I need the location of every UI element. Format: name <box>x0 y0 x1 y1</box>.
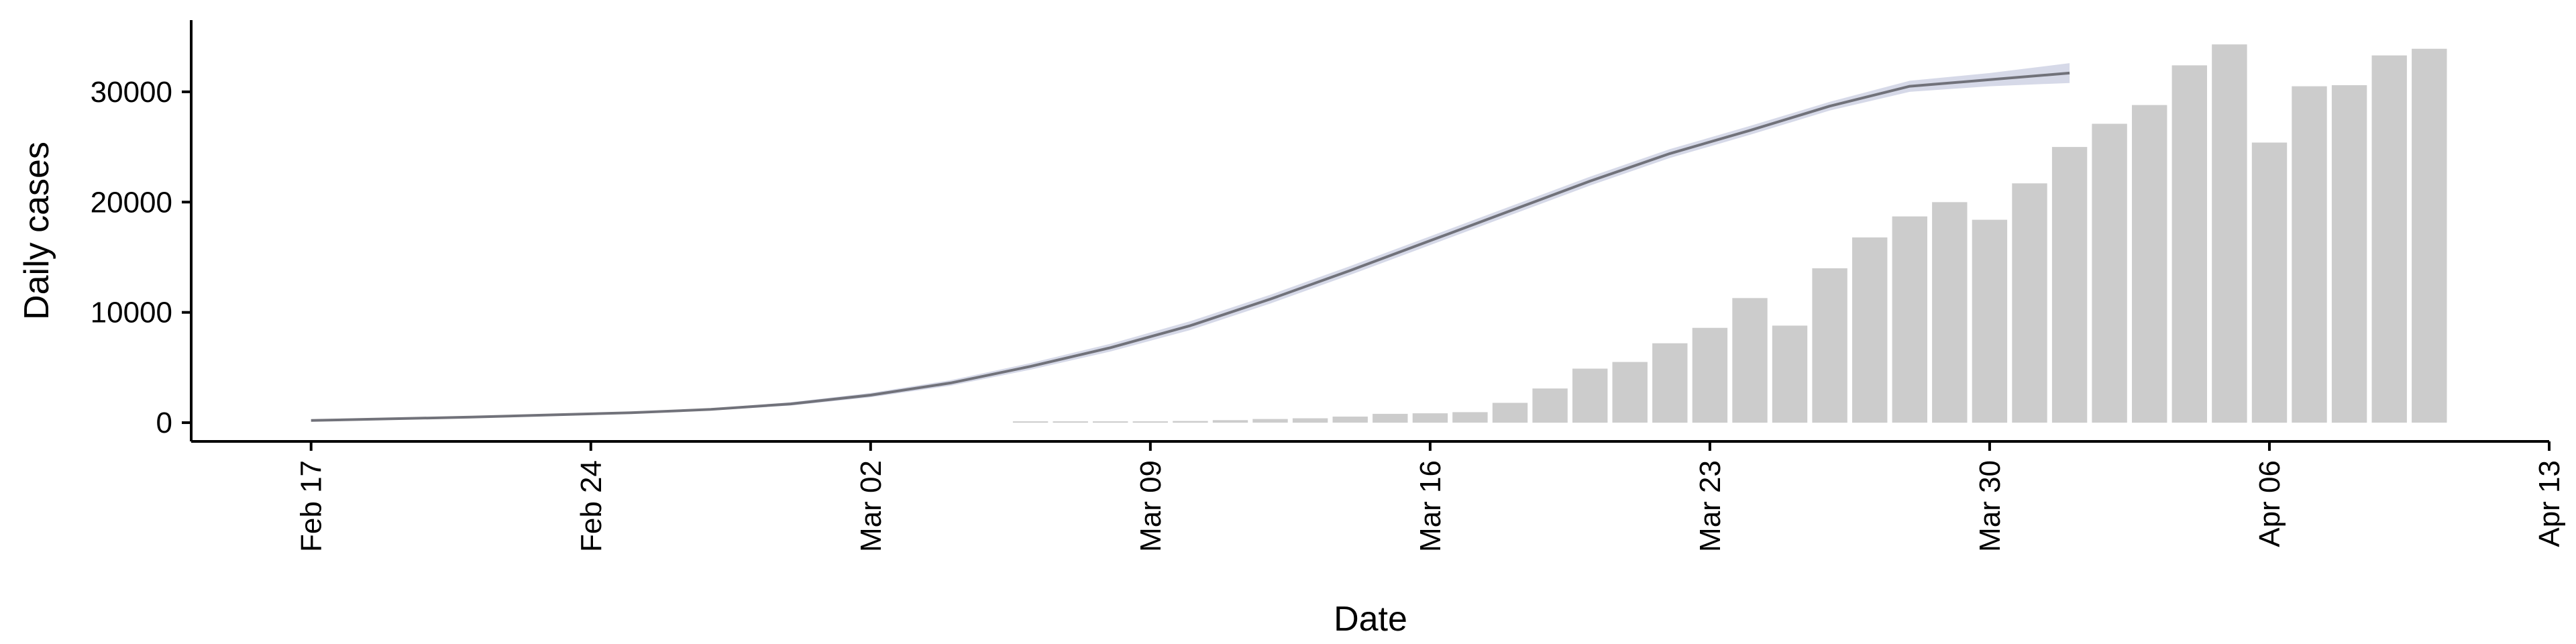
bar <box>1932 202 1968 423</box>
x-tick-label: Feb 17 <box>295 460 328 552</box>
bar <box>2331 85 2367 423</box>
bar <box>1252 419 1288 423</box>
x-ticks: Feb 17 Feb 24 Mar 02 Mar 09 Mar 16 Mar 23 Mar … <box>295 441 2566 552</box>
bar <box>1412 413 1448 423</box>
bar <box>1852 237 1888 423</box>
bar <box>1132 421 1168 423</box>
bar <box>1772 325 1808 423</box>
bar <box>1812 268 1847 423</box>
y-axis-label: Daily cases <box>17 142 56 320</box>
x-tick-label: Apr 13 <box>2533 460 2566 547</box>
bar <box>1373 413 1408 423</box>
y-tick-label: 0 <box>156 407 172 439</box>
bars-layer <box>1012 44 2447 423</box>
bar <box>2132 105 2167 423</box>
x-tick-label: Apr 06 <box>2253 460 2286 547</box>
bar <box>1972 219 2008 423</box>
x-tick-label: Mar 02 <box>855 460 888 552</box>
bar <box>2412 48 2447 423</box>
bar <box>2251 142 2288 423</box>
bar <box>2371 55 2407 423</box>
bar <box>1612 362 1648 423</box>
y-tick-label: 20000 <box>91 186 172 219</box>
x-tick-label: Feb 24 <box>575 460 608 552</box>
bar <box>1532 388 1568 423</box>
y-tick-label: 30000 <box>91 76 172 109</box>
bar <box>1892 216 1927 423</box>
x-tick-label: Mar 23 <box>1694 460 1727 552</box>
bar <box>1012 421 1049 423</box>
bar <box>1053 421 1088 423</box>
y-ticks: 0 10000 20000 30000 <box>91 76 191 439</box>
bar <box>1173 421 1208 423</box>
series-line <box>311 71 2070 422</box>
bar <box>1492 402 1528 423</box>
bar <box>1332 417 1368 423</box>
x-tick-label: Mar 30 <box>1974 460 2006 552</box>
bar <box>1692 327 1728 423</box>
bar <box>1212 420 1248 423</box>
bar <box>2012 183 2047 423</box>
x-tick-label: Mar 09 <box>1134 460 1167 552</box>
bar <box>1452 412 1488 423</box>
x-axis-label: Date <box>1334 600 1407 639</box>
y-tick-label: 10000 <box>91 297 172 329</box>
bar <box>1652 343 1688 423</box>
bar <box>2092 123 2127 423</box>
x-tick-label: Mar 16 <box>1414 460 1447 552</box>
bar <box>2171 65 2207 423</box>
bar <box>1292 418 1328 423</box>
bar <box>2051 147 2088 423</box>
bar <box>1093 421 1128 423</box>
axes-layer <box>190 20 2549 443</box>
bar <box>2292 86 2327 423</box>
bar <box>1572 368 1608 423</box>
bar <box>2212 44 2247 423</box>
bar <box>1732 298 1768 423</box>
line-layer <box>311 71 2070 422</box>
